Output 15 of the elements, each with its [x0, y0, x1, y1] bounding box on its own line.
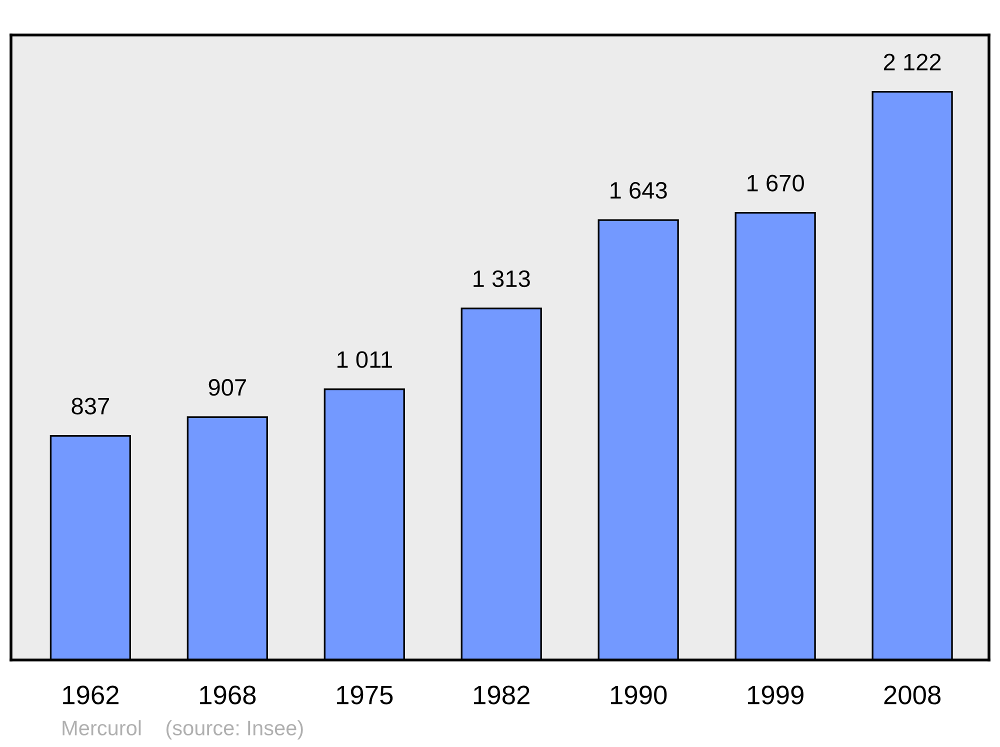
x-tick-label: 1968 [200, 686, 256, 704]
data-label: 1 313 [474, 270, 530, 288]
text: Mercurol (source: Insee) [62, 720, 303, 740]
x-tick-label: 2008 [884, 686, 940, 704]
x-tick-label: 1962 [63, 686, 118, 704]
x-tick-label: 1975 [337, 686, 393, 704]
data-label: 907 [208, 379, 246, 396]
x-tick-label: 1990 [611, 686, 667, 704]
data-label: 1 643 [610, 182, 667, 199]
data-label: 2 122 [884, 54, 941, 70]
x-tick-label: 1999 [748, 686, 804, 704]
data-label: 837 [72, 398, 109, 415]
x-tick-label: 1982 [474, 686, 530, 704]
data-label: 1 670 [748, 174, 804, 192]
data-label: 1 011 [338, 351, 392, 368]
